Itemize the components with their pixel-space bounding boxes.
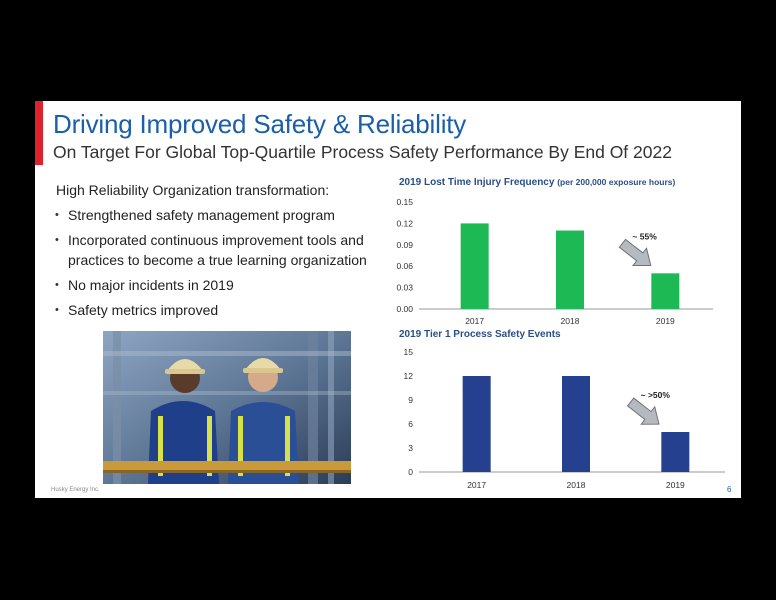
reduction-annotation: ~ 55% (632, 231, 657, 241)
y-tick-label: 0.06 (396, 261, 413, 271)
bar (460, 223, 489, 309)
bullet-item: Incorporated continuous improvement tool… (55, 230, 375, 270)
y-tick-label: 0.12 (396, 218, 413, 228)
bullets-intro: High Reliability Organization transforma… (56, 182, 330, 198)
bullet-item: Safety metrics improved (55, 300, 375, 320)
title-accent-bar (35, 101, 43, 165)
bar (661, 432, 690, 472)
x-tick-label: 2018 (561, 316, 580, 326)
page-number: 6 (727, 485, 732, 494)
reduction-arrow-shape (626, 397, 660, 425)
bar (462, 376, 491, 472)
y-tick-label: 6 (408, 419, 413, 429)
y-tick-label: 0.09 (396, 240, 413, 250)
bullet-item: No major incidents in 2019 (55, 275, 375, 295)
y-tick-label: 0.03 (396, 283, 413, 293)
reduction-arrow (626, 397, 660, 425)
slide-subtitle: On Target For Global Top-Quartile Proces… (53, 142, 672, 162)
chart-title-text: 2019 Lost Time Injury Frequency (399, 177, 555, 188)
x-tick-label: 2017 (465, 316, 484, 326)
slide: Driving Improved Safety & Reliability On… (35, 101, 741, 498)
footer-company: Husky Energy Inc. (51, 487, 100, 493)
chart-title-note: (per 200,000 exposure hours) (557, 177, 676, 187)
x-tick-label: 2019 (656, 316, 675, 326)
x-tick-label: 2018 (567, 480, 586, 490)
y-tick-label: 0 (408, 467, 413, 477)
y-tick-label: 12 (404, 371, 414, 381)
y-tick-label: 3 (408, 443, 413, 453)
reduction-arrow (618, 238, 652, 267)
x-tick-label: 2017 (467, 480, 486, 490)
y-tick-label: 15 (404, 347, 414, 357)
chart-title: 2019 Tier 1 Process Safety Events (399, 329, 561, 340)
reduction-annotation: ~ >50% (641, 390, 671, 400)
lti-frequency-chart: 2019 Lost Time Injury Frequency (per 200… (385, 177, 735, 327)
tier1-chart-plot: 0 3 6 9 12 15 2017 2018 2019 ~ >50% (404, 347, 725, 490)
bullet-list: Strengthened safety management program I… (55, 205, 375, 325)
bar (556, 230, 584, 309)
y-tick-label: 0.00 (396, 304, 413, 314)
bar (651, 273, 680, 309)
y-tick-label: 9 (408, 395, 413, 405)
bullet-item: Strengthened safety management program (55, 205, 375, 225)
workers-photo (103, 331, 351, 484)
lti-chart-plot: 0.00 0.03 0.06 0.09 0.12 0.15 2017 2018 2019 ~ 55… (396, 197, 713, 326)
bar (562, 376, 590, 472)
slide-title: Driving Improved Safety & Reliability (53, 109, 467, 139)
tier1-events-chart: 2019 Tier 1 Process Safety Events 0 3 6 9 12… (385, 329, 735, 494)
y-tick-label: 0.15 (396, 197, 413, 207)
reduction-arrow-shape (618, 238, 652, 267)
chart-title-text: 2019 Tier 1 Process Safety Events (399, 329, 561, 340)
chart-title: 2019 Lost Time Injury Frequency (per 200… (399, 177, 675, 188)
x-tick-label: 2019 (666, 480, 685, 490)
